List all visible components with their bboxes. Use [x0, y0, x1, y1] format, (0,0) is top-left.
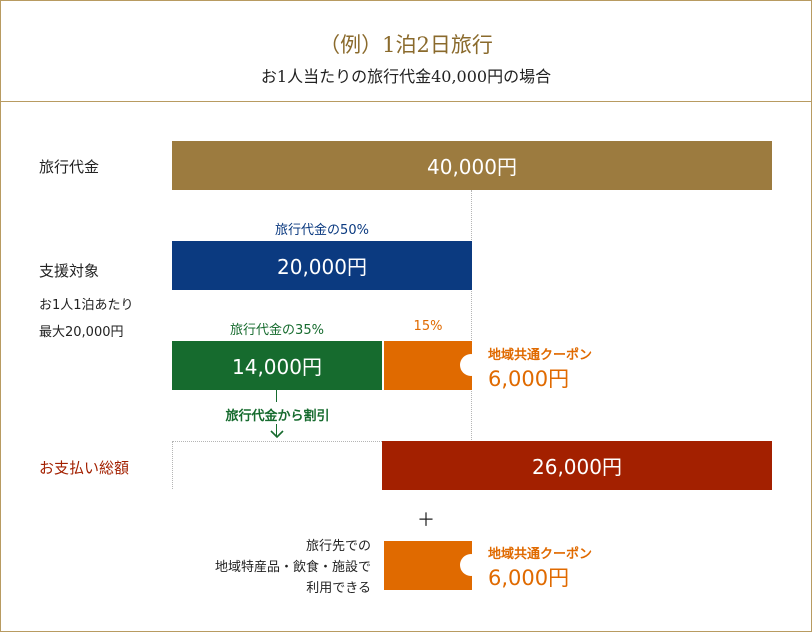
- bottom-coupon-title: 地域共通クーポン: [488, 547, 593, 562]
- travel-cost-value: 40,000円: [427, 155, 517, 179]
- diagram-title: （例）1泊2日旅行: [319, 33, 493, 57]
- discount-caption: 旅行代金の35%: [230, 323, 324, 338]
- plus-sign: ＋: [417, 510, 435, 531]
- support-note-2: 最大20,000円: [39, 325, 124, 340]
- bottom-coupon-value: 6,000円: [488, 566, 570, 590]
- coupon-bar: [384, 341, 472, 390]
- discount-bar: 14,000円: [172, 341, 382, 390]
- coupon-notch: [460, 354, 482, 376]
- guide-line-left: [172, 441, 173, 489]
- bottom-text: 旅行先での 地域特産品・飲食・施設で 利用できる: [171, 536, 371, 599]
- header: （例）1泊2日旅行 お1人当たりの旅行代金40,000円の場合: [1, 1, 811, 102]
- coupon-share-caption: 15%: [413, 319, 443, 334]
- payment-bar: 26,000円: [382, 441, 772, 490]
- arrow-label: 旅行代金から割引: [225, 409, 330, 424]
- travel-cost-bar: 40,000円: [172, 141, 772, 190]
- support-note-1: お1人1泊あたり: [39, 298, 134, 313]
- payment-value: 26,000円: [532, 455, 622, 479]
- support-bar: 20,000円: [172, 241, 472, 290]
- bottom-text-line-1: 旅行先での: [305, 539, 371, 554]
- payment-label: お支払い総額: [39, 459, 130, 477]
- arrow-down-icon: [270, 430, 284, 439]
- support-label: 支援対象: [39, 262, 100, 280]
- bottom-text-line-3: 利用できる: [306, 581, 371, 596]
- arrow-line-bottom: [276, 424, 277, 436]
- guide-line-half: [471, 190, 472, 440]
- bottom-coupon-notch: [460, 554, 482, 576]
- discount-value: 14,000円: [232, 355, 322, 379]
- bottom-coupon-bar: [384, 541, 472, 590]
- arrow-line-top: [276, 390, 277, 402]
- coupon-value: 6,000円: [488, 367, 570, 391]
- travel-cost-label: 旅行代金: [39, 158, 100, 176]
- support-caption: 旅行代金の50%: [275, 223, 369, 238]
- support-value: 20,000円: [277, 255, 367, 279]
- bottom-text-line-2: 地域特産品・飲食・施設で: [214, 560, 371, 575]
- diagram-subtitle: お1人当たりの旅行代金40,000円の場合: [260, 67, 552, 86]
- guide-line-top: [172, 441, 382, 442]
- coupon-title: 地域共通クーポン: [488, 348, 593, 363]
